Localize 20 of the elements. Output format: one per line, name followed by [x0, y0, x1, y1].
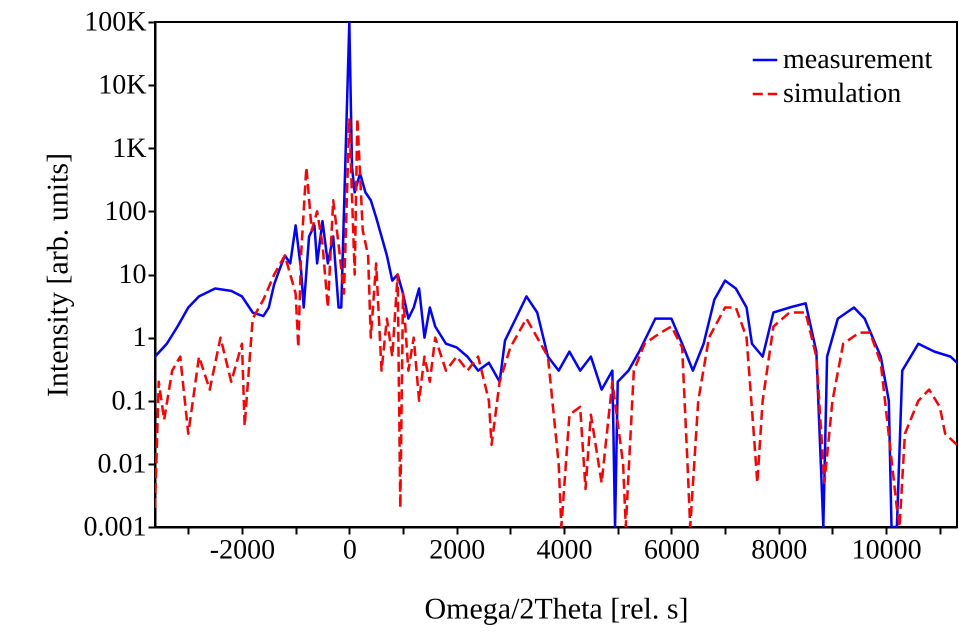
y-tick-label: 10: [118, 259, 146, 290]
x-axis-title: Omega/2Theta [rel. s]: [424, 592, 689, 626]
x-tick-label: -2000: [210, 534, 276, 566]
y-tick-label: 100K: [84, 6, 146, 38]
legend-label: simulation: [783, 78, 902, 109]
legend-label: measurement: [783, 44, 932, 75]
x-tick-label: 6000: [644, 534, 700, 566]
x-tick-label: 8000: [751, 534, 808, 566]
y-tick-label: 10K: [98, 70, 146, 101]
y-tick-label: 1: [132, 322, 146, 354]
y-tick-label: 0.001: [84, 512, 146, 542]
y-tick-label: 1K: [112, 132, 146, 164]
x-tick-label: 4000: [536, 534, 593, 566]
y-axis-title: Intensity [arb. units]: [42, 152, 74, 398]
x-tick-label: 10000: [852, 534, 922, 566]
y-tick-label: 0.01: [98, 448, 146, 480]
x-tick-label: 0: [342, 534, 357, 566]
y-tick-label: 0.1: [112, 385, 146, 416]
x-tick-label: 2000: [429, 534, 486, 566]
y-tick-label: 100: [104, 196, 146, 227]
